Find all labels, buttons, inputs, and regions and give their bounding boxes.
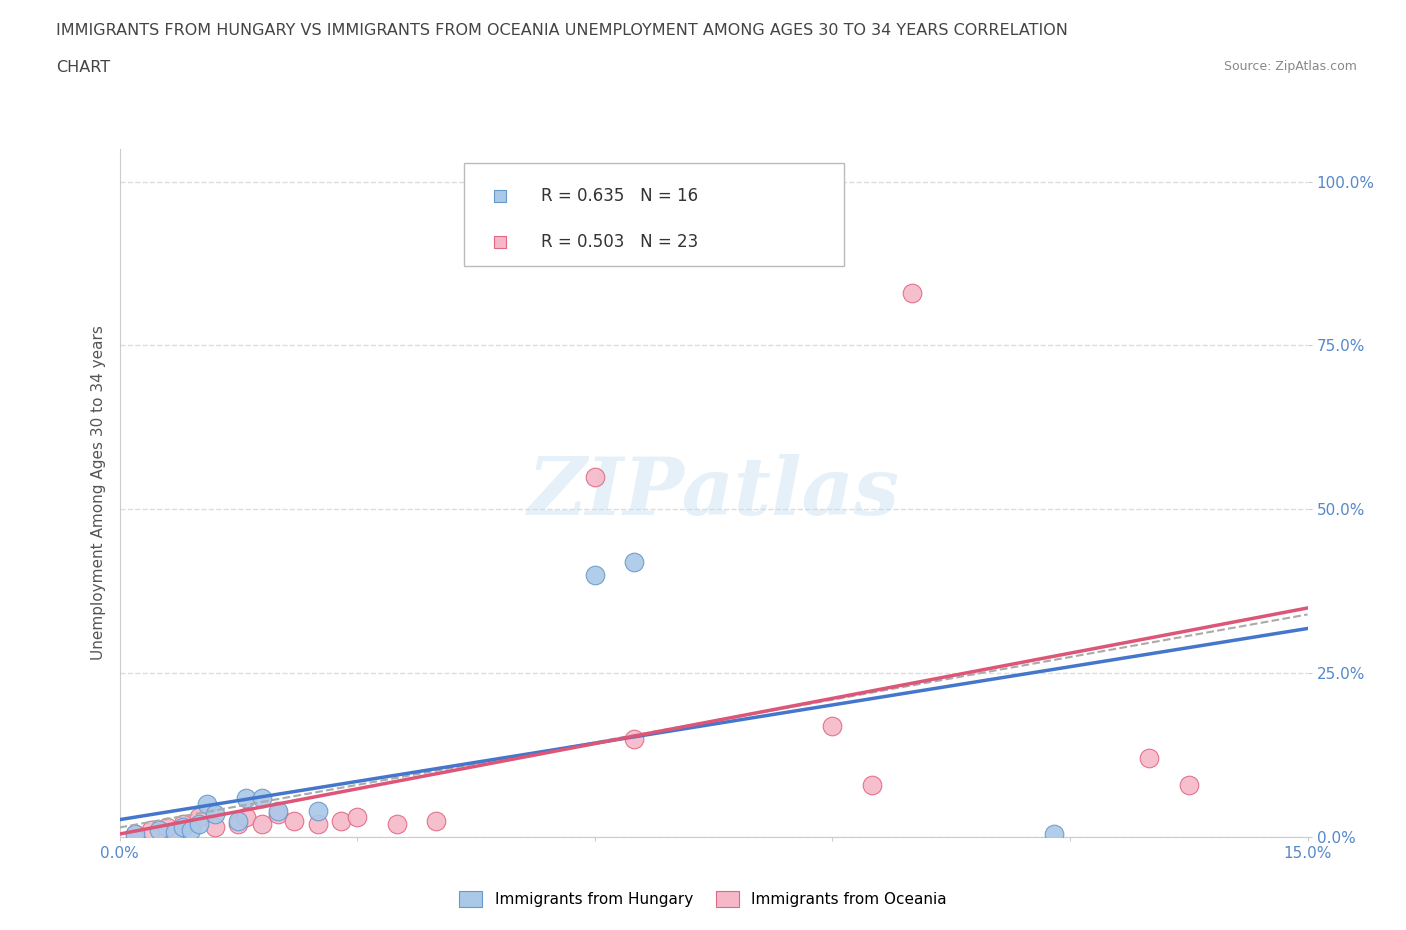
Point [250,817,273,831]
Y-axis label: Unemployment Among Ages 30 to 34 years: Unemployment Among Ages 30 to 34 years [90,326,105,660]
Point [583,469,606,484]
Text: ZIPatlas: ZIPatlas [527,454,900,532]
Text: CHART: CHART [56,60,110,75]
Point [1137,751,1160,765]
Point [385,817,408,831]
Point [187,817,209,831]
Point [204,806,226,821]
Point [235,810,257,825]
Point [267,804,290,818]
Point [330,813,353,828]
Point [623,554,645,569]
Point [860,777,883,792]
Point [235,790,257,805]
Point [346,810,368,825]
Point [124,826,146,841]
Text: IMMIGRANTS FROM HUNGARY VS IMMIGRANTS FROM OCEANIA UNEMPLOYMENT AMONG AGES 30 TO: IMMIGRANTS FROM HUNGARY VS IMMIGRANTS FR… [56,23,1069,38]
Point [228,813,250,828]
Point [583,567,606,582]
Point [283,813,305,828]
Point [163,824,186,839]
Point [195,797,218,812]
Text: Source: ZipAtlas.com: Source: ZipAtlas.com [1223,60,1357,73]
Text: R = 0.503   N = 23: R = 0.503 N = 23 [541,232,699,251]
Legend: Immigrants from Hungary, Immigrants from Oceania: Immigrants from Hungary, Immigrants from… [453,884,953,913]
Point [148,823,170,838]
Point [623,731,645,746]
Point [172,817,194,831]
Point [425,813,447,828]
Point [156,819,179,834]
Point [267,806,290,821]
Point [250,790,273,805]
Point [821,718,844,733]
Point [141,823,163,838]
Point [1178,777,1201,792]
Point [180,823,202,838]
Point [204,819,226,834]
Point [124,826,146,841]
Point [307,804,329,818]
Point [900,286,922,300]
Point [172,819,194,834]
Point [228,817,250,831]
Point [1043,826,1066,841]
Point [187,810,209,825]
Point [307,817,329,831]
FancyBboxPatch shape [464,163,844,266]
Text: R = 0.635   N = 16: R = 0.635 N = 16 [541,187,699,205]
